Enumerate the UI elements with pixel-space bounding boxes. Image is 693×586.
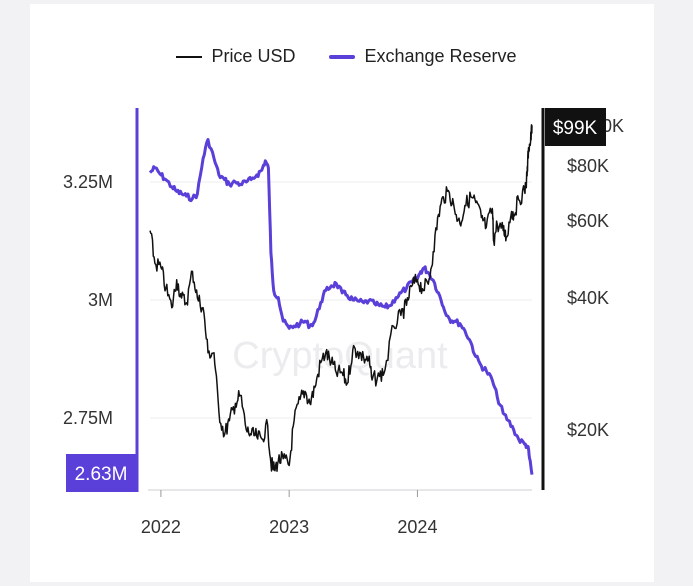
right-tick-partial: 0K — [602, 116, 624, 136]
left-value-badge-text: 2.63M — [75, 464, 128, 485]
y-right-tick-label: $80K — [567, 156, 609, 176]
x-tick-label: 2022 — [141, 517, 181, 537]
right-value-badge-text: $99K — [553, 118, 598, 139]
x-tick-label: 2024 — [397, 517, 437, 537]
right-value-badge — [545, 108, 606, 146]
chart-legend: Price USD Exchange Reserve — [0, 46, 693, 67]
legend-item-price[interactable]: Price USD — [176, 46, 295, 67]
legend-label-reserve: Exchange Reserve — [364, 46, 517, 66]
y-left-tick-label: 2.75M — [63, 408, 113, 428]
legend-label-price: Price USD — [211, 46, 296, 66]
price-swatch-icon — [176, 55, 203, 58]
y-right-tick-label: $40K — [567, 288, 609, 308]
reserve-swatch-icon — [329, 54, 356, 59]
series-line-exchange-reserve — [148, 138, 534, 475]
y-right-tick-label: $60K — [567, 211, 609, 231]
y-left-tick-label: 3M — [88, 290, 113, 310]
x-tick-label: 2023 — [269, 517, 309, 537]
y-right-tick-label: $20K — [567, 420, 609, 440]
series-line-price — [149, 124, 533, 472]
left-value-badge — [66, 454, 137, 492]
y-left-tick-label: 3.25M — [63, 172, 113, 192]
legend-item-reserve[interactable]: Exchange Reserve — [329, 46, 517, 67]
